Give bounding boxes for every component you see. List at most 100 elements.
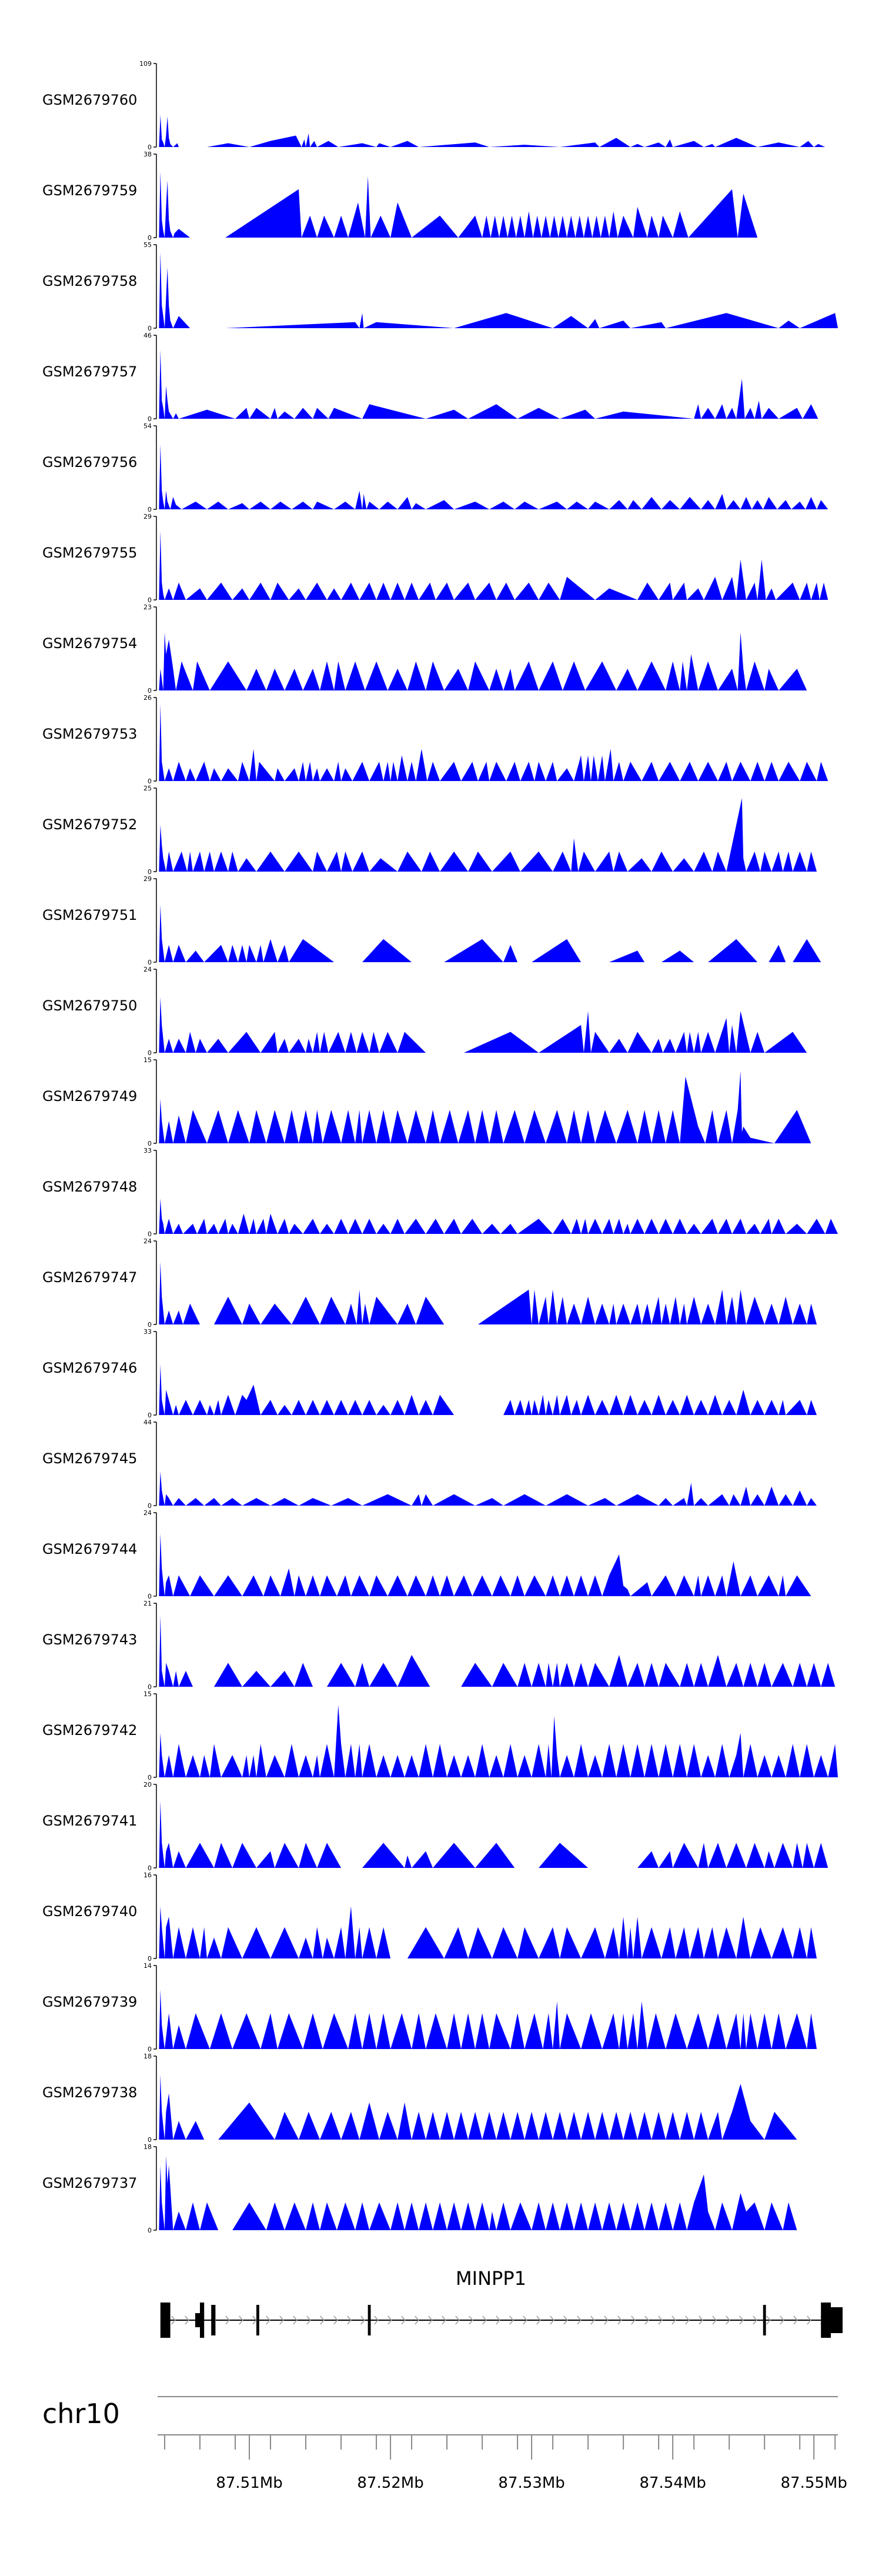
exon [821, 2303, 831, 2338]
strand-arrow [604, 2315, 609, 2325]
track-GSM2679751: GSM2679751 29 0 [42, 875, 821, 966]
strand-arrow [536, 2315, 541, 2325]
coverage-area-GSM2679742 [159, 1704, 838, 1777]
y-max-label: 14 [143, 1962, 152, 1970]
y-max-label: 23 [143, 603, 152, 611]
y-min-label: 0 [148, 596, 152, 604]
y-max-label: 15 [143, 1056, 152, 1064]
strand-arrow [415, 2315, 419, 2325]
strand-arrow [577, 2315, 582, 2325]
strand-arrow [631, 2315, 636, 2325]
track-name-label: GSM2679751 [42, 907, 137, 923]
y-min-label: 0 [148, 2227, 152, 2234]
track-name-label: GSM2679752 [42, 816, 137, 833]
track-GSM2679745: GSM2679745 44 0 [42, 1419, 817, 1510]
x-tick-label: 87.55Mb [781, 2474, 847, 2492]
strand-arrow [279, 2315, 284, 2325]
strand-arrow [306, 2315, 311, 2325]
strand-arrow [387, 2315, 392, 2325]
track-GSM2679753: GSM2679753 26 0 [42, 694, 828, 785]
coverage-tracks: GSM26797601090GSM2679759380GSM2679758550… [42, 60, 838, 2234]
y-min-label: 0 [148, 1321, 152, 1329]
chromosome-label: chr10 [42, 2398, 120, 2430]
strand-arrow [360, 2315, 365, 2325]
strand-arrow [753, 2315, 757, 2325]
track-GSM2679739: GSM2679739 14 0 [42, 1962, 817, 2053]
track-name-label: GSM2679750 [42, 997, 137, 1014]
strand-arrow [617, 2315, 622, 2325]
y-max-label: 46 [143, 332, 152, 339]
y-max-label: 29 [143, 513, 152, 520]
y-max-label: 24 [143, 1509, 152, 1517]
coverage-area-GSM2679739 [159, 1989, 817, 2049]
y-min-label: 0 [148, 1140, 152, 1147]
coverage-area-GSM2679754 [159, 632, 807, 690]
strand-arrow [766, 2315, 771, 2325]
y-min-label: 0 [148, 144, 152, 151]
strand-arrow [793, 2315, 798, 2325]
y-max-label: 26 [143, 694, 152, 702]
y-min-label: 0 [148, 1502, 152, 1510]
track-name-label: GSM2679746 [42, 1360, 137, 1376]
y-min-label: 0 [148, 1774, 152, 1781]
strand-arrow [401, 2315, 406, 2325]
track-GSM2679749: GSM2679749 15 0 [42, 1056, 811, 1147]
strand-arrow [374, 2315, 379, 2325]
track-GSM2679758: GSM2679758 55 0 [42, 241, 838, 332]
y-max-label: 24 [143, 1237, 152, 1245]
coverage-area-GSM2679737 [159, 2155, 797, 2230]
y-max-label: 33 [143, 1328, 152, 1336]
coverage-area-GSM2679748 [159, 1198, 838, 1234]
strand-arrow [739, 2315, 744, 2325]
coverage-area-GSM2679757 [159, 349, 818, 419]
strand-arrow [644, 2315, 649, 2325]
strand-arrow [442, 2315, 446, 2325]
exon [763, 2305, 766, 2335]
exon [160, 2303, 171, 2338]
strand-arrow [807, 2315, 811, 2325]
y-min-label: 0 [148, 234, 152, 242]
gene-name-label: MINPP1 [456, 2267, 526, 2290]
y-max-label: 55 [143, 241, 152, 249]
track-name-label: GSM2679737 [42, 2175, 137, 2191]
strand-arrow [563, 2315, 568, 2325]
strand-arrow [252, 2315, 257, 2325]
coverage-area-GSM2679749 [159, 1070, 811, 1143]
strand-arrow [590, 2315, 595, 2325]
y-max-label: 18 [143, 2143, 152, 2151]
y-max-label: 33 [143, 1147, 152, 1154]
track-name-label: GSM2679748 [42, 1179, 137, 1195]
y-max-label: 38 [143, 151, 152, 158]
track-GSM2679756: GSM2679756 54 0 [42, 422, 828, 513]
y-min-label: 0 [148, 687, 152, 695]
strand-arrow [658, 2315, 663, 2325]
strand-arrow [469, 2315, 473, 2325]
y-min-label: 0 [148, 1230, 152, 1238]
y-max-label: 54 [143, 422, 152, 430]
track-GSM2679741: GSM2679741 20 0 [42, 1781, 828, 1872]
track-name-label: GSM2679745 [42, 1450, 137, 1467]
strand-arrow [482, 2315, 487, 2325]
track-GSM2679742: GSM2679742 15 0 [42, 1690, 838, 1781]
coverage-area-GSM2679759 [159, 171, 811, 238]
y-min-label: 0 [148, 2136, 152, 2144]
x-tick-label: 87.51Mb [216, 2474, 282, 2492]
track-GSM2679744: GSM2679744 24 0 [42, 1509, 811, 1600]
coverage-area-GSM2679758 [159, 252, 838, 328]
track-name-label: GSM2679756 [42, 454, 137, 471]
strand-arrow [550, 2315, 554, 2325]
coverage-area-GSM2679741 [159, 1801, 828, 1868]
x-tick-label: 87.53Mb [498, 2474, 564, 2492]
track-name-label: GSM2679738 [42, 2084, 137, 2101]
track-name-label: GSM2679747 [42, 1269, 137, 1286]
gene-exons [160, 2303, 843, 2338]
track-name-label: GSM2679742 [42, 1722, 137, 1739]
strand-arrow [455, 2315, 460, 2325]
track-name-label: GSM2679744 [42, 1541, 137, 1557]
y-min-label: 0 [148, 1955, 152, 1963]
coverage-area-GSM2679744 [159, 1533, 811, 1596]
coverage-area-GSM2679738 [159, 2074, 797, 2140]
coverage-area-GSM2679747 [159, 1262, 817, 1324]
track-GSM2679752: GSM2679752 25 0 [42, 785, 817, 876]
